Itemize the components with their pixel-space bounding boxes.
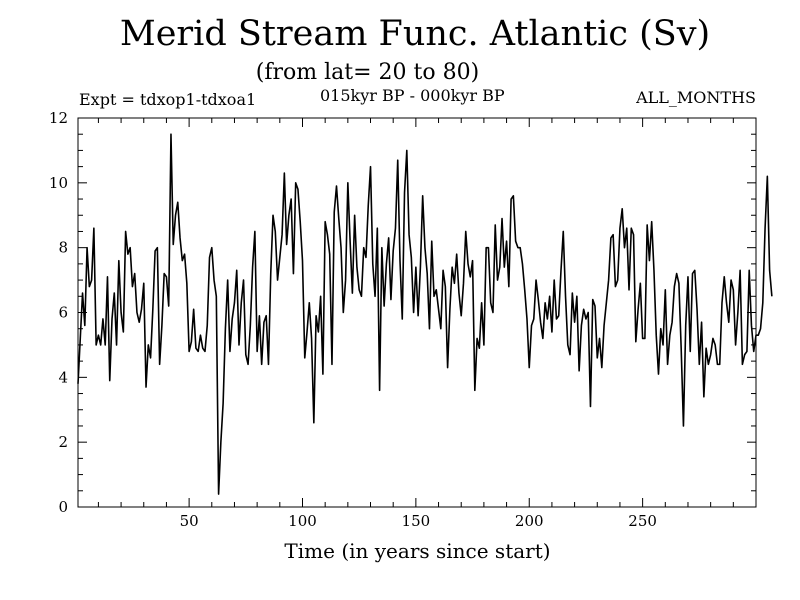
x-tick-label: 200	[515, 512, 544, 530]
x-axis-label: Time (in years since start)	[284, 539, 551, 563]
y-tick-label: 8	[58, 239, 68, 257]
y-tick-label: 6	[58, 304, 68, 322]
y-tick-label: 4	[58, 368, 68, 386]
y-tick-label: 10	[49, 174, 68, 192]
experiment-label: Expt = tdxop1-tdxoa1	[79, 90, 257, 109]
x-tick-label: 150	[402, 512, 431, 530]
y-tick-label: 12	[49, 109, 68, 127]
x-tick-label: 100	[288, 512, 317, 530]
months-label: ALL_MONTHS	[636, 88, 756, 107]
period-label: 015kyr BP - 000kyr BP	[320, 86, 505, 105]
series-line	[77, 133, 773, 495]
plot-frame	[77, 117, 757, 508]
y-tick-label: 0	[58, 498, 68, 516]
x-tick-label: 250	[628, 512, 657, 530]
y-tick-label: 2	[58, 433, 68, 451]
x-tick-label: 50	[180, 512, 199, 530]
chart-subtitle: (from lat= 20 to 80)	[255, 60, 480, 85]
chart-title: Merid Stream Func. Atlantic (Sv)	[119, 14, 711, 54]
